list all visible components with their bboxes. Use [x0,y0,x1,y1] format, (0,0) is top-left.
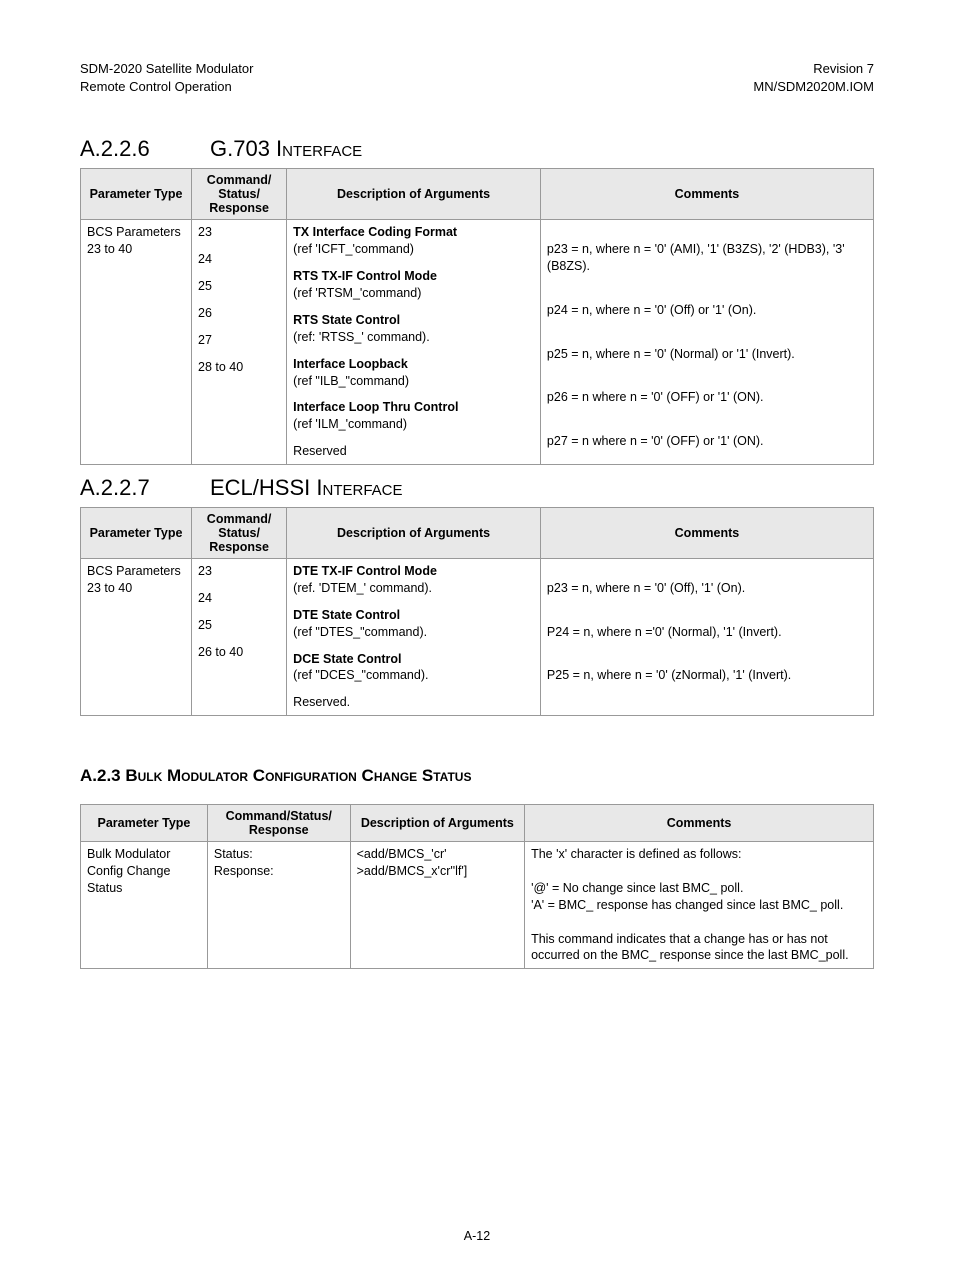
comment-cell: p23 = n, where n = '0' (AMI), '1' (B3ZS)… [540,220,873,465]
desc-cell: DTE TX-IF Control Mode(ref. 'DTEM_' comm… [287,559,541,716]
table-row: Bulk Modulator Config Change Status Stat… [81,842,874,969]
col-csr: Command/ Status/ Response [192,169,287,220]
section-heading-eclhssi: A.2.2.7 ECL/HSSI Interface [80,475,874,501]
section-title: G.703 Interface [210,136,362,162]
csr-cell: Status: Response: [207,842,350,969]
col-desc: Description of Arguments [287,169,541,220]
col-param-type: Parameter Type [81,805,208,842]
col-desc: Description of Arguments [287,508,541,559]
bulk-config-table: Parameter Type Command/Status/ Response … [80,804,874,969]
doc-code: MN/SDM2020M.IOM [753,78,874,96]
section-number: A.2.2.7 [80,475,210,501]
desc-cell: <add/BMCS_'cr' >add/BMCS_x'cr''lf'] [350,842,524,969]
eclhssi-table: Parameter Type Command/ Status/ Response… [80,507,874,716]
col-csr: Command/Status/ Response [207,805,350,842]
col-comments: Comments [540,169,873,220]
page-header: SDM-2020 Satellite Modulator Remote Cont… [80,60,874,96]
doc-subtitle: Remote Control Operation [80,78,253,96]
desc-cell: TX Interface Coding Format(ref 'ICFT_'co… [287,220,541,465]
table-header-row: Parameter Type Command/Status/ Response … [81,805,874,842]
section-number: A.2.2.6 [80,136,210,162]
page-number: A-12 [80,1229,874,1243]
col-desc: Description of Arguments [350,805,524,842]
section-title: ECL/HSSI Interface [210,475,403,501]
param-type-cell: BCS Parameters 23 to 40 [81,559,192,716]
section-heading-g703: A.2.2.6 G.703 Interface [80,136,874,162]
revision: Revision 7 [753,60,874,78]
header-right: Revision 7 MN/SDM2020M.IOM [753,60,874,96]
g703-table: Parameter Type Command/ Status/ Response… [80,168,874,465]
comment-cell: The 'x' character is defined as follows:… [525,842,874,969]
comment-cell: p23 = n, where n = '0' (Off), '1' (On).P… [540,559,873,716]
header-left: SDM-2020 Satellite Modulator Remote Cont… [80,60,253,96]
col-comments: Comments [525,805,874,842]
col-param-type: Parameter Type [81,169,192,220]
csr-cell: 23242526 to 40 [192,559,287,716]
col-csr: Command/ Status/ Response [192,508,287,559]
param-type-cell: Bulk Modulator Config Change Status [81,842,208,969]
table-header-row: Parameter Type Command/ Status/ Response… [81,169,874,220]
csr-cell: 232425262728 to 40 [192,220,287,465]
param-type-cell: BCS Parameters 23 to 40 [81,220,192,465]
doc-title: SDM-2020 Satellite Modulator [80,60,253,78]
table-row: BCS Parameters 23 to 40 232425262728 to … [81,220,874,465]
table-row: BCS Parameters 23 to 40 23242526 to 40 D… [81,559,874,716]
col-param-type: Parameter Type [81,508,192,559]
col-comments: Comments [540,508,873,559]
section-heading-bulk: A.2.3 Bulk Modulator Configuration Chang… [80,766,874,786]
table-header-row: Parameter Type Command/ Status/ Response… [81,508,874,559]
